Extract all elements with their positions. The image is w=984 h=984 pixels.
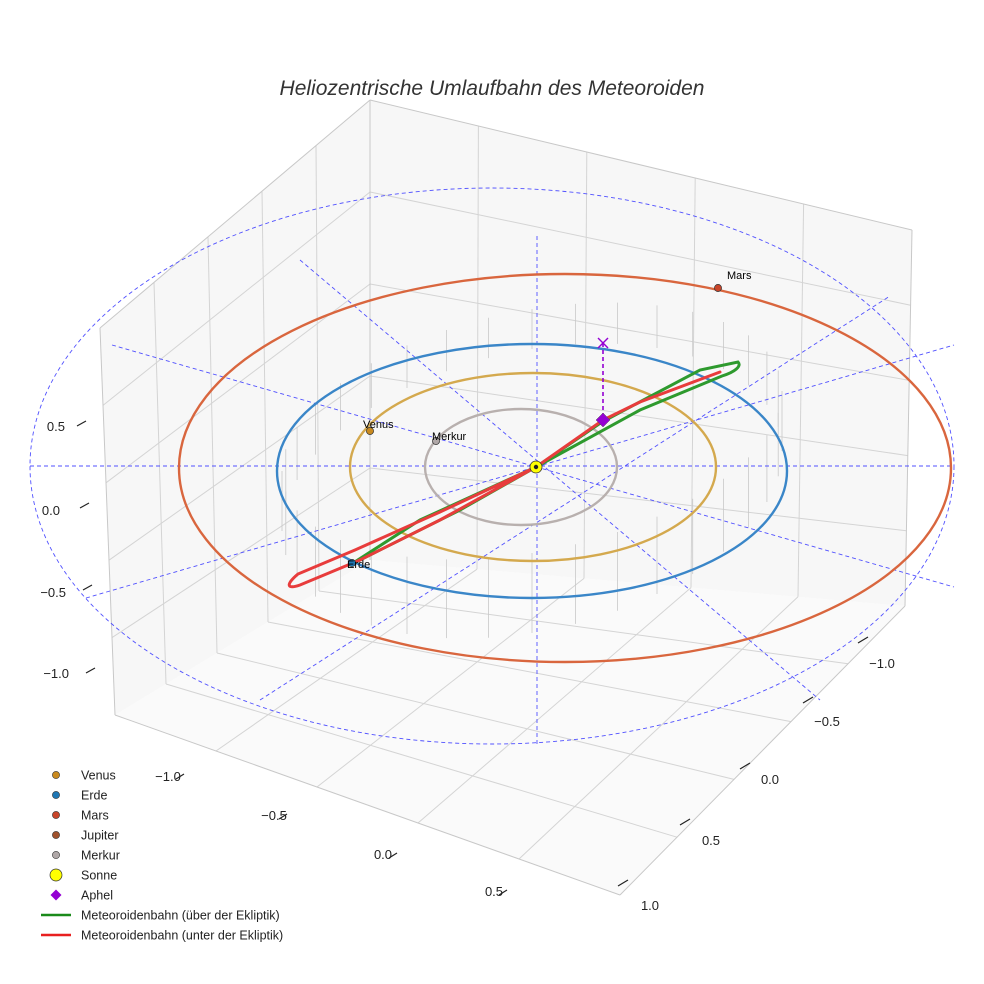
y-tick-label: −0.5 xyxy=(814,714,840,729)
legend-label: Meteoroidenbahn (über der Ekliptik) xyxy=(81,909,280,923)
sun xyxy=(529,460,543,474)
y-tick-mark xyxy=(679,818,691,826)
planet-label-merkur: Merkur xyxy=(432,431,467,443)
planet-merkur xyxy=(432,437,440,445)
planet-orbits xyxy=(177,272,953,664)
y-tick-label: 0.5 xyxy=(702,833,720,848)
reference-line xyxy=(111,344,955,588)
legend-item[interactable]: Mars xyxy=(52,809,109,823)
x-tick-mark xyxy=(278,813,288,820)
z-tick-mark xyxy=(79,502,90,509)
reference-line xyxy=(85,344,955,599)
z-tick-label: 0.0 xyxy=(42,503,60,518)
back-pane xyxy=(370,100,912,606)
legend-label: Aphel xyxy=(81,889,113,903)
aphel-group xyxy=(595,337,611,428)
y-tick-mark xyxy=(857,636,869,644)
sun-center xyxy=(533,464,539,470)
legend-label: Merkur xyxy=(81,849,120,863)
z-tick-label: −0.5 xyxy=(40,585,66,600)
x-tick-label: 0.0 xyxy=(374,847,392,862)
planet-erde xyxy=(348,559,356,567)
legend-label: Erde xyxy=(81,789,107,803)
axis-ticks: −1.0 −0.5 0.0 0.5 −1.0 −0.5 0.0 0.5 1.0 0.5 0.0 −0.… xyxy=(40,419,895,913)
reference-line xyxy=(259,295,891,701)
meteoroid-orbit-below xyxy=(287,370,722,589)
reference-line xyxy=(299,259,821,701)
planets: Venus Merkur Erde Mars xyxy=(347,270,752,571)
x-tick-label: −1.0 xyxy=(155,769,181,784)
z-tick-mark xyxy=(85,667,96,674)
y-tick-mark xyxy=(802,696,814,704)
planet-label-mars: Mars xyxy=(727,270,752,282)
legend-marker xyxy=(52,831,60,839)
z-tick-mark xyxy=(76,420,87,427)
x-tick-mark xyxy=(498,889,508,896)
y-tick-label: 0.0 xyxy=(761,772,779,787)
legend-marker xyxy=(52,851,60,859)
box-edges xyxy=(99,99,913,896)
legend-label: Meteoroidenbahn (unter der Ekliptik) xyxy=(81,929,283,943)
ecliptic-reference xyxy=(29,187,955,745)
floor-pane xyxy=(115,560,905,895)
legend-label: Mars xyxy=(81,809,109,823)
orbit-merkur xyxy=(423,407,619,527)
z-tick-mark xyxy=(82,584,93,591)
x-tick-label: 0.5 xyxy=(485,884,503,899)
legend-item[interactable]: Meteoroidenbahn (unter der Ekliptik) xyxy=(41,929,283,943)
aphel-marker xyxy=(595,412,611,428)
legend-marker xyxy=(52,811,60,819)
planet-mars xyxy=(714,284,722,292)
y-tick-mark xyxy=(739,762,751,770)
legend-item[interactable]: Merkur xyxy=(52,849,120,863)
meteoroid-orbit xyxy=(287,360,741,589)
legend-item[interactable]: Meteoroidenbahn (über der Ekliptik) xyxy=(41,909,280,923)
aphel-projection-marker xyxy=(597,337,609,349)
orbit-venus xyxy=(348,371,718,563)
legend-label: Jupiter xyxy=(81,829,119,843)
legend-label: Sonne xyxy=(81,869,117,883)
reference-circle xyxy=(29,187,955,745)
x-tick-mark xyxy=(388,852,398,859)
legend-item[interactable]: Jupiter xyxy=(52,829,119,843)
legend-item[interactable]: Venus xyxy=(52,769,116,783)
planet-label-erde: Erde xyxy=(347,559,370,571)
orbit-erde xyxy=(275,342,789,600)
left-pane xyxy=(100,100,370,715)
legend-marker xyxy=(49,868,63,882)
y-tick-mark xyxy=(617,879,629,887)
x-tick-mark xyxy=(175,773,185,780)
legend-label: Venus xyxy=(81,769,116,783)
axes-box xyxy=(99,99,913,896)
legend-item[interactable]: Aphel xyxy=(50,889,113,903)
planet-label-venus: Venus xyxy=(363,419,394,431)
y-tick-label: 1.0 xyxy=(641,898,659,913)
legend-item[interactable]: Sonne xyxy=(49,868,117,883)
x-tick-label: −0.5 xyxy=(261,808,287,823)
legend-marker xyxy=(52,791,60,799)
orbit-mars xyxy=(177,272,953,664)
z-tick-label: 0.5 xyxy=(47,419,65,434)
legend-item[interactable]: Erde xyxy=(52,789,107,803)
chart-title: Heliozentrische Umlaufbahn des Meteoroid… xyxy=(280,77,705,100)
y-tick-label: −1.0 xyxy=(869,656,895,671)
legend-marker xyxy=(50,889,62,901)
z-tick-label: −1.0 xyxy=(43,666,69,681)
legend: Venus Erde Mars Jupiter Merkur Sonne Aphel Mete… xyxy=(41,769,283,943)
planet-venus xyxy=(366,427,374,435)
legend-marker xyxy=(52,771,60,779)
